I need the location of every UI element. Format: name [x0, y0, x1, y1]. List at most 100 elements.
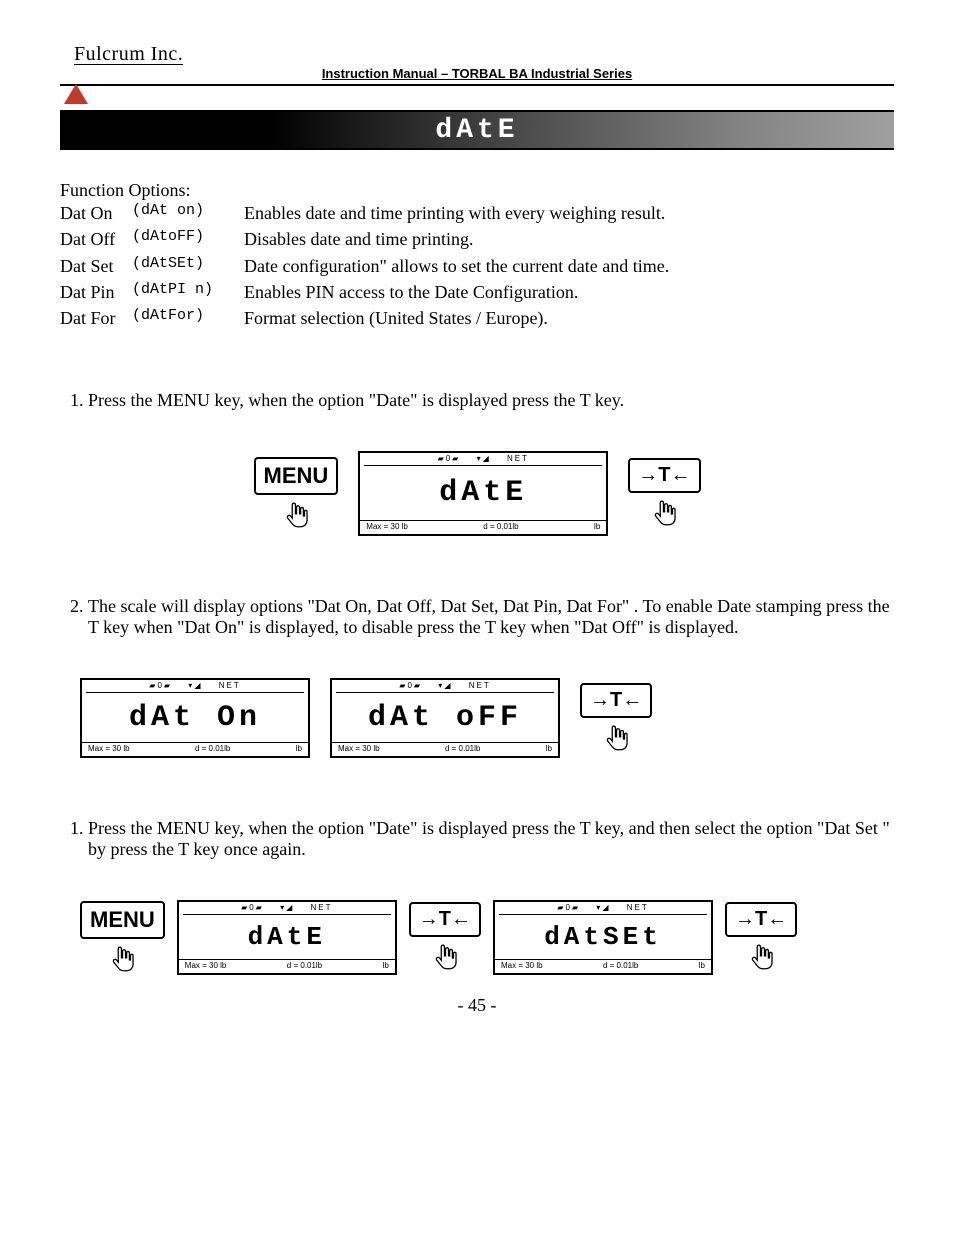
lcd-bottom: Max = 30 lb d = 0.01lb lb [495, 959, 711, 973]
t-button: →T← [580, 683, 652, 718]
lcd-top-indicators: ▰0▰ ▾◢ NET [179, 902, 395, 915]
t-button: →T← [725, 902, 797, 937]
opt-seg: (dAtSEt) [132, 254, 242, 278]
lcd-ind: ▰0▰ [399, 681, 422, 690]
hand-icon [108, 945, 136, 975]
diagram-2: ▰0▰ ▾◢ NET dAt On Max = 30 lb d = 0.01lb… [60, 678, 894, 758]
diagram-1: MENU ▰0▰ ▾◢ NET dAtE Max = 30 lb d = 0.0… [60, 451, 894, 536]
page-header: Fulcrum Inc. Instruction Manual – TORBAL… [60, 50, 894, 86]
banner-text: dAtE [435, 115, 518, 146]
lcd-main: dAtSEt [495, 915, 711, 959]
lcd-ind: ▰0▰ [149, 681, 172, 690]
t-button-block: →T← [725, 902, 797, 973]
hand-icon [282, 501, 310, 531]
lcd-max: Max = 30 lb [88, 744, 130, 756]
lcd-main: dAtE [360, 466, 606, 520]
lcd-ind: ▾◢ [188, 681, 202, 690]
lcd-ind: NET [507, 454, 529, 463]
hand-icon [602, 724, 630, 754]
opt-name: Dat Set [60, 254, 130, 278]
lcd-unit: lb [594, 522, 600, 534]
lcd-display: ▰0▰ ▾◢ NET dAtSEt Max = 30 lb d = 0.01lb… [493, 900, 713, 975]
page-number: - 45 - [60, 995, 894, 1016]
lcd-ind: NET [310, 903, 332, 912]
lcd-ind: NET [627, 903, 649, 912]
menu-button-block: MENU [254, 457, 339, 531]
lcd-max: Max = 30 lb [501, 961, 543, 973]
lcd-top-indicators: ▰0▰ ▾◢ NET [332, 680, 558, 693]
lcd-d: d = 0.01lb [195, 744, 230, 756]
lcd-display: ▰0▰ ▾◢ NET dAt oFF Max = 30 lb d = 0.01l… [330, 678, 560, 758]
lcd-main: dAt On [82, 693, 308, 742]
lcd-max: Max = 30 lb [366, 522, 408, 534]
lcd-d: d = 0.01lb [603, 961, 638, 973]
opt-seg: (dAtFor) [132, 306, 242, 330]
lcd-d: d = 0.01lb [287, 961, 322, 973]
hand-icon [650, 499, 678, 529]
t-button-block: →T← [580, 683, 652, 754]
lcd-bottom: Max = 30 lb d = 0.01lb lb [360, 520, 606, 534]
lcd-display: ▰0▰ ▾◢ NET dAt On Max = 30 lb d = 0.01lb… [80, 678, 310, 758]
lcd-max: Max = 30 lb [185, 961, 227, 973]
step-list-2: The scale will display options "Dat On, … [60, 596, 894, 638]
lcd-ind: ▾◢ [596, 903, 610, 912]
lcd-ind: ▰0▰ [557, 903, 580, 912]
lcd-max: Max = 30 lb [338, 744, 380, 756]
opt-seg: (dAtoFF) [132, 227, 242, 251]
lcd-bottom: Max = 30 lb d = 0.01lb lb [82, 742, 308, 756]
diagram-3: MENU ▰0▰ ▾◢ NET dAtE Max = 30 lb d = 0.0… [60, 900, 894, 975]
lcd-unit: lb [296, 744, 302, 756]
opt-seg: (dAt on) [132, 201, 242, 225]
lcd-display: ▰0▰ ▾◢ NET dAtE Max = 30 lb d = 0.01lb l… [358, 451, 608, 536]
opt-name: Dat Off [60, 227, 130, 251]
opt-desc: Disables date and time printing. [244, 227, 894, 251]
step-list-1: Press the MENU key, when the option "Dat… [60, 390, 894, 411]
step-text: Press the MENU key, when the option "Dat… [88, 818, 894, 860]
opt-name: Dat On [60, 201, 130, 225]
lcd-d: d = 0.01lb [445, 744, 480, 756]
step-text: The scale will display options "Dat On, … [88, 596, 894, 638]
lcd-ind: ▰0▰ [241, 903, 264, 912]
lcd-bottom: Max = 30 lb d = 0.01lb lb [179, 959, 395, 973]
menu-button: MENU [254, 457, 339, 495]
lcd-ind: NET [219, 681, 241, 690]
lcd-ind: ▾◢ [438, 681, 452, 690]
company-name: Fulcrum Inc. [74, 44, 183, 65]
step-list-3: Press the MENU key, when the option "Dat… [60, 818, 894, 860]
lcd-top-indicators: ▰0▰ ▾◢ NET [495, 902, 711, 915]
opt-seg: (dAtPI n) [132, 280, 242, 304]
opt-desc: Enables PIN access to the Date Configura… [244, 280, 894, 304]
lcd-ind: NET [469, 681, 491, 690]
lcd-display: ▰0▰ ▾◢ NET dAtE Max = 30 lb d = 0.01lb l… [177, 900, 397, 975]
t-button-block: →T← [628, 458, 700, 529]
lcd-unit: lb [546, 744, 552, 756]
lcd-top-indicators: ▰0▰ ▾◢ NET [82, 680, 308, 693]
lcd-main: dAtE [179, 915, 395, 959]
hand-icon [431, 943, 459, 973]
lcd-d: d = 0.01lb [483, 522, 518, 534]
hand-icon [747, 943, 775, 973]
opt-desc: Format selection (United States / Europe… [244, 306, 894, 330]
step-text: Press the MENU key, when the option "Dat… [88, 390, 894, 411]
lcd-ind: ▾◢ [280, 903, 294, 912]
lcd-unit: lb [383, 961, 389, 973]
opt-desc: Enables date and time printing with ever… [244, 201, 894, 225]
function-options-table: Dat On (dAt on) Enables date and time pr… [60, 201, 894, 330]
lcd-ind: ▰0▰ [438, 454, 461, 463]
function-options-title: Function Options: [60, 180, 894, 201]
lcd-ind: ▾◢ [477, 454, 491, 463]
lcd-main: dAt oFF [332, 693, 558, 742]
t-button: →T← [628, 458, 700, 493]
t-button: →T← [409, 902, 481, 937]
menu-button: MENU [80, 901, 165, 939]
section-banner: dAtE [60, 110, 894, 150]
t-button-block: →T← [409, 902, 481, 973]
menu-button-block: MENU [80, 901, 165, 975]
opt-desc: Date configuration" allows to set the cu… [244, 254, 894, 278]
lcd-bottom: Max = 30 lb d = 0.01lb lb [332, 742, 558, 756]
triangle-icon [64, 84, 88, 104]
manual-title: Instruction Manual – TORBAL BA Industria… [60, 66, 894, 84]
opt-name: Dat Pin [60, 280, 130, 304]
lcd-unit: lb [699, 961, 705, 973]
opt-name: Dat For [60, 306, 130, 330]
